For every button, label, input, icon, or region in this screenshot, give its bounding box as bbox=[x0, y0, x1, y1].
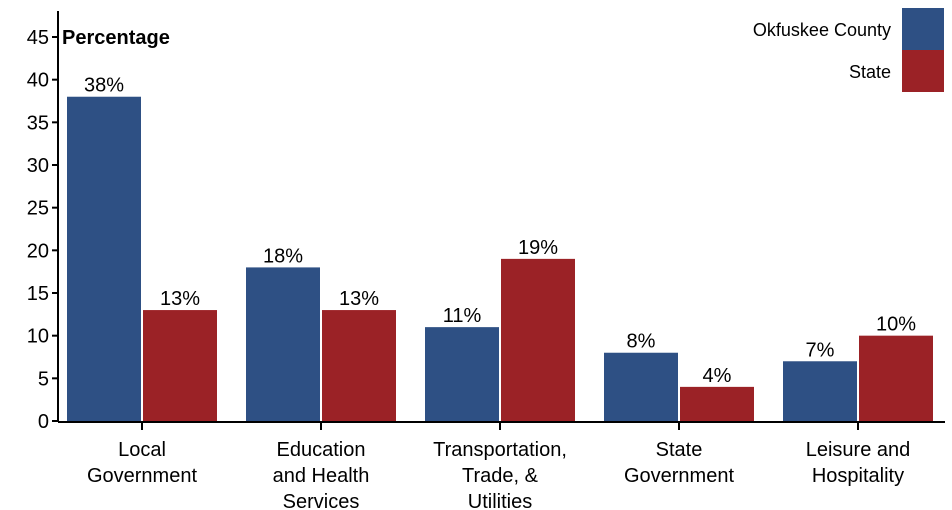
x-tick-label: Local bbox=[118, 439, 166, 461]
x-axis: Local Government Education and Health Servic… bbox=[58, 421, 945, 510]
bars bbox=[67, 96, 933, 421]
y-tick-label: 5 bbox=[38, 368, 49, 390]
data-label: 13% bbox=[339, 288, 379, 310]
y-tick-label: 25 bbox=[27, 198, 49, 220]
legend-label: State bbox=[849, 62, 891, 82]
bar-okfuskee-county bbox=[425, 327, 499, 421]
y-tick-label: 20 bbox=[27, 240, 49, 262]
legend-label: Okfuskee County bbox=[753, 20, 891, 40]
bar-state bbox=[322, 310, 396, 421]
x-tick-label: Services bbox=[283, 491, 360, 510]
data-label: 13% bbox=[160, 288, 200, 310]
legend-swatch bbox=[902, 50, 944, 92]
bar-okfuskee-county bbox=[67, 96, 141, 421]
y-tick-label: 0 bbox=[38, 411, 49, 433]
data-label: 11% bbox=[443, 305, 482, 327]
bar-state bbox=[143, 310, 217, 421]
bar-state bbox=[501, 258, 575, 421]
bar-state bbox=[859, 335, 933, 421]
x-tick-label: Leisure and bbox=[806, 439, 911, 461]
y-tick-label: 10 bbox=[27, 326, 49, 348]
x-tick-label: Utilities bbox=[468, 491, 532, 510]
y-tick-label: 15 bbox=[27, 283, 49, 305]
data-label: 7% bbox=[806, 339, 835, 361]
x-tick-label: Government bbox=[624, 465, 734, 487]
y-axis-title: Percentage bbox=[62, 27, 170, 49]
bar-state bbox=[680, 386, 754, 421]
legend: Okfuskee County State bbox=[753, 8, 944, 92]
value-labels: 38% 13% 18% 13% 11% 19% 8% 4% 7% 10% bbox=[84, 75, 916, 387]
x-tick-label: Trade, & bbox=[462, 465, 539, 487]
x-tick-label: Education bbox=[277, 439, 366, 461]
y-tick-label: 30 bbox=[27, 155, 49, 177]
data-label: 8% bbox=[627, 331, 656, 353]
x-tick-label: Government bbox=[87, 465, 197, 487]
y-tick-label: 40 bbox=[27, 70, 49, 92]
y-tick-label: 35 bbox=[27, 112, 49, 134]
data-label: 19% bbox=[518, 237, 558, 259]
data-label: 4% bbox=[703, 365, 732, 387]
x-tick-label: Hospitality bbox=[812, 465, 904, 487]
bar-okfuskee-county bbox=[246, 267, 320, 421]
bar-okfuskee-county bbox=[783, 361, 857, 421]
bar-okfuskee-county bbox=[604, 352, 678, 421]
legend-swatch bbox=[902, 8, 944, 50]
data-label: 38% bbox=[84, 75, 124, 97]
y-axis: 0 5 10 15 20 25 30 35 40 45 bbox=[27, 11, 59, 433]
data-label: 18% bbox=[263, 245, 303, 267]
data-label: 10% bbox=[876, 314, 916, 336]
x-tick-label: and Health bbox=[273, 465, 370, 487]
x-tick-label: Transportation, bbox=[433, 439, 567, 461]
x-tick-label: State bbox=[656, 439, 703, 461]
y-tick-label: 45 bbox=[27, 27, 49, 49]
